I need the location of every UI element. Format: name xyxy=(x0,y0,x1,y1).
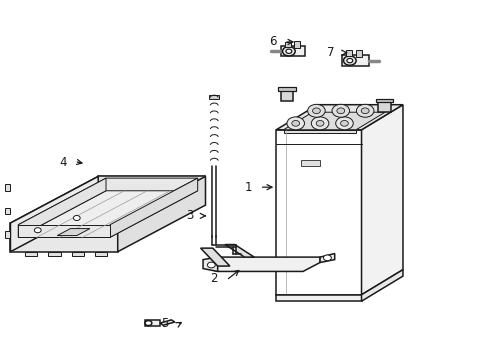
Polygon shape xyxy=(18,191,197,237)
Circle shape xyxy=(207,262,215,268)
Polygon shape xyxy=(118,176,205,252)
Polygon shape xyxy=(280,89,293,101)
Circle shape xyxy=(331,104,349,117)
Circle shape xyxy=(311,117,328,130)
Polygon shape xyxy=(281,46,305,56)
Bar xyxy=(293,41,299,48)
Polygon shape xyxy=(276,130,361,295)
Bar xyxy=(209,95,219,99)
Circle shape xyxy=(145,320,152,325)
Polygon shape xyxy=(144,320,160,326)
Circle shape xyxy=(340,121,347,126)
Circle shape xyxy=(73,216,80,221)
Circle shape xyxy=(316,121,324,126)
Circle shape xyxy=(291,121,299,126)
Polygon shape xyxy=(48,252,61,256)
Polygon shape xyxy=(18,178,197,225)
Polygon shape xyxy=(278,87,295,91)
Bar xyxy=(285,41,290,47)
Polygon shape xyxy=(25,252,37,256)
Circle shape xyxy=(346,58,352,63)
Polygon shape xyxy=(361,270,402,301)
Circle shape xyxy=(307,104,325,117)
Circle shape xyxy=(285,49,291,53)
Polygon shape xyxy=(72,252,84,256)
Circle shape xyxy=(286,117,304,130)
Polygon shape xyxy=(10,176,205,223)
Polygon shape xyxy=(205,257,320,271)
Text: 6: 6 xyxy=(268,35,276,49)
Polygon shape xyxy=(98,176,205,205)
Polygon shape xyxy=(10,223,118,252)
Polygon shape xyxy=(361,105,402,295)
Circle shape xyxy=(361,108,368,114)
Polygon shape xyxy=(110,178,197,237)
Circle shape xyxy=(282,46,295,56)
Polygon shape xyxy=(276,105,402,130)
Polygon shape xyxy=(4,231,10,238)
Polygon shape xyxy=(200,248,229,266)
Text: 3: 3 xyxy=(185,210,193,222)
Polygon shape xyxy=(18,178,106,237)
Circle shape xyxy=(343,56,355,65)
Circle shape xyxy=(312,108,320,114)
Polygon shape xyxy=(224,244,254,257)
Polygon shape xyxy=(341,55,368,66)
Polygon shape xyxy=(320,253,334,262)
Bar xyxy=(355,50,361,57)
Circle shape xyxy=(336,108,344,114)
Polygon shape xyxy=(377,100,390,112)
Polygon shape xyxy=(276,295,361,301)
Text: 7: 7 xyxy=(326,46,334,59)
Polygon shape xyxy=(300,160,320,166)
Polygon shape xyxy=(57,229,90,235)
Polygon shape xyxy=(203,257,217,271)
Polygon shape xyxy=(375,99,392,102)
Text: 4: 4 xyxy=(59,156,66,168)
Polygon shape xyxy=(4,208,10,214)
Text: 2: 2 xyxy=(210,272,217,285)
Polygon shape xyxy=(4,184,10,190)
Polygon shape xyxy=(10,176,98,252)
Polygon shape xyxy=(18,225,110,237)
Bar xyxy=(345,50,351,56)
Circle shape xyxy=(356,104,373,117)
Polygon shape xyxy=(283,130,355,134)
Circle shape xyxy=(335,117,352,130)
Text: 5: 5 xyxy=(161,317,168,330)
Polygon shape xyxy=(95,252,107,256)
Text: 1: 1 xyxy=(244,181,251,194)
Polygon shape xyxy=(283,112,384,130)
Circle shape xyxy=(323,255,330,261)
Polygon shape xyxy=(160,320,174,325)
Circle shape xyxy=(34,228,41,233)
